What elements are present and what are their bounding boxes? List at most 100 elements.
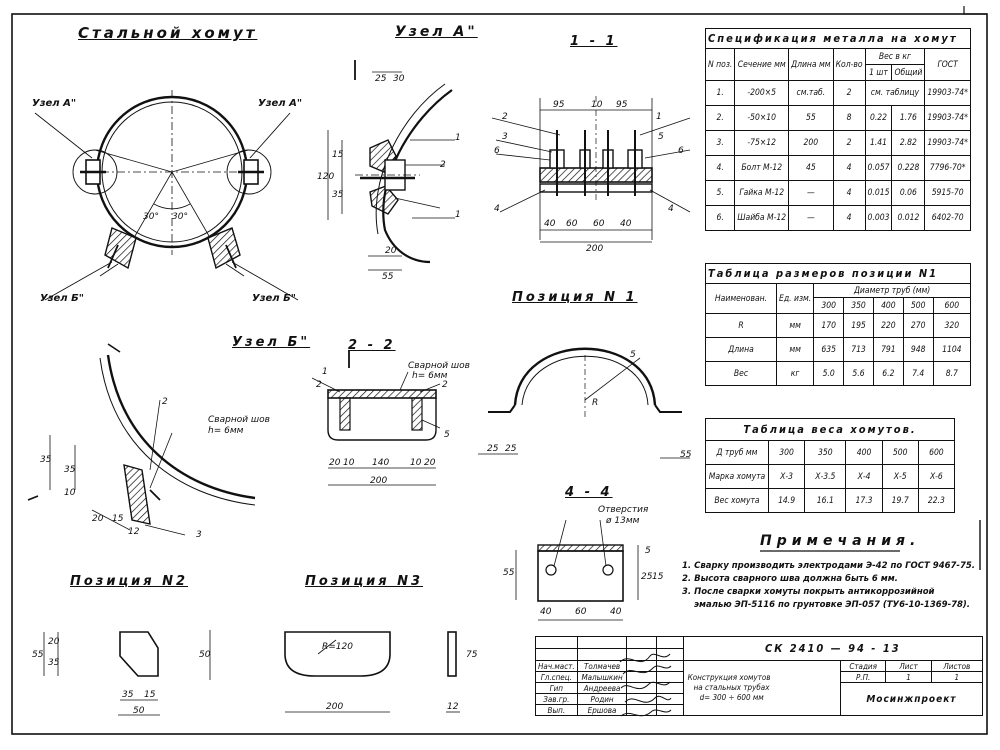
weight-cell: 500	[881, 440, 919, 465]
spec-cell: 2	[832, 80, 866, 106]
title-node-b: Узел Б"	[232, 335, 311, 350]
size-cell: 1104	[932, 337, 972, 362]
weight-cell: Х-5	[881, 464, 919, 489]
title-node-a: Узел А"	[395, 24, 478, 40]
weight-cell: 16.1	[804, 488, 847, 513]
spec-header-weight-total: Общий	[891, 64, 926, 81]
clamp-main-view	[34, 90, 299, 301]
size-cell: мм	[775, 313, 815, 338]
dim-node-a-15: 15	[332, 150, 344, 160]
spec-cell: 0.003	[864, 205, 893, 231]
leader-1b-node-a: 1	[455, 210, 461, 220]
dim-sec2-20b: 20	[424, 458, 436, 468]
leader-2b-sec2: 2	[442, 380, 448, 390]
size-cell: 948	[902, 337, 934, 362]
size-header-diameter: Диаметр труб (мм)	[813, 283, 971, 298]
dim-node-b-10: 10	[64, 488, 76, 498]
spec-cell: 8	[832, 105, 866, 131]
leader-2-sec2: 2	[316, 380, 322, 390]
notes-list: 1. Сварку производить электродами Э-42 п…	[682, 560, 975, 612]
tb-role: Гип	[535, 682, 578, 694]
spec-cell: см. таблицу	[864, 80, 926, 106]
size-cell: 5.0	[813, 361, 845, 386]
spec-cell: 0.228	[891, 155, 926, 181]
callout-node-a-left: Узел А"	[32, 98, 77, 109]
leader-2-node-b: 2	[162, 397, 168, 407]
dim-node-b-35b: 35	[64, 465, 76, 475]
spec-cell: 6402-70	[924, 205, 971, 231]
spec-header-weight: Вес в кг	[864, 48, 926, 65]
dim-pos2-50: 50	[133, 706, 145, 716]
size-header-name: Наименован.	[705, 283, 777, 314]
weight-cell: 600	[917, 440, 956, 465]
leader-4b-sec1: 4	[668, 204, 674, 214]
tb-sheets: 1	[930, 671, 984, 683]
title-section-4-4: 4 - 4	[565, 485, 613, 500]
note-line: 3. После сварки хомуты покрыть антикорро…	[682, 587, 935, 597]
title-block: СК 2410 — 94 - 13 Нач.маст. Толмачев Кон…	[535, 636, 984, 716]
weld-label-node-b: Сварной шов	[208, 415, 270, 425]
spec-cell: 2.82	[891, 130, 926, 156]
dim-node-a-35: 35	[332, 190, 344, 200]
spec-header-pos: N поз.	[704, 48, 736, 81]
spec-header-qty: Кол-во	[832, 48, 866, 81]
weight-cell: Х-3	[767, 464, 806, 489]
spec-cell: 4	[832, 205, 866, 231]
spec-cell: 4	[832, 180, 866, 206]
dim-pos3-200: 200	[326, 702, 344, 712]
spec-cell: 200	[788, 130, 834, 156]
spec-cell: 2	[832, 130, 866, 156]
tb-organization: Мосинжпроект	[839, 682, 984, 716]
spec-table-title: Спецификация металла на хомут	[705, 28, 971, 49]
tb-desc-line: на стальных трубах	[693, 683, 770, 692]
dim-sec4-15: 15	[652, 572, 664, 582]
size-cell: Длина	[705, 337, 777, 362]
dim-sec1-40a: 40	[544, 219, 556, 229]
tb-sheet: 1	[885, 671, 932, 683]
weight-cell: 19.7	[881, 488, 919, 513]
leader-3-node-b: 3	[196, 530, 202, 540]
note-line: 2. Высота сварного шва должна быть 6 мм.	[682, 574, 898, 584]
weight-cell: 400	[845, 440, 883, 465]
dim-pos1-25b: 25	[505, 444, 517, 454]
weld-size-section-2: h= 6мм	[412, 371, 448, 381]
dim-sec4-60: 60	[575, 607, 587, 617]
weight-cell: Марка хомута	[705, 464, 769, 489]
dim-pos2-35: 35	[48, 658, 60, 668]
spec-cell: 19903-74*	[924, 130, 971, 156]
dim-pos3-75: 75	[466, 650, 478, 660]
weight-cell: 350	[804, 440, 847, 465]
spec-cell: 1.76	[891, 105, 926, 131]
title-steel-clamp: Стальной хомут	[78, 24, 258, 42]
size-cell: 270	[902, 313, 934, 338]
dim-pos2-20: 20	[48, 637, 60, 647]
angle-left-label: 30°	[143, 212, 159, 222]
signatures-scribble	[619, 653, 672, 717]
size-diam: 300	[813, 297, 845, 314]
spec-cell: 45	[788, 155, 834, 181]
weight-cell: 300	[767, 440, 806, 465]
size-table: Таблица размеров позиции N1 Наименован. …	[705, 263, 972, 386]
dim-sec2-200: 200	[370, 476, 388, 486]
dim-node-b-15: 15	[112, 514, 124, 524]
spec-header-gost: ГОСТ	[924, 48, 971, 81]
leader-4-sec1: 4	[494, 204, 500, 214]
dim-sec1-60b: 60	[593, 219, 605, 229]
note-line: эмалью ЭП-5116 по грунтовке ЭП-057 (ТУ6-…	[694, 600, 971, 610]
size-cell: 6.2	[872, 361, 904, 386]
size-cell: 8.7	[932, 361, 972, 386]
leader-5-sec1: 5	[658, 132, 664, 142]
dim-node-a-55: 55	[382, 272, 394, 282]
leader-6-sec1: 6	[494, 146, 500, 156]
dim-sec1-60a: 60	[566, 219, 578, 229]
spec-cell: см.таб.	[788, 80, 834, 106]
size-cell: 220	[872, 313, 904, 338]
tb-role: Нач.маст.	[535, 660, 578, 672]
spec-cell: 7796-70*	[924, 155, 971, 181]
weight-cell: Х-4	[845, 464, 883, 489]
dim-pos1-55: 55	[680, 450, 692, 460]
drawing-code: СК 2410 — 94 - 13	[682, 636, 984, 661]
dim-sec2-20: 20	[329, 458, 341, 468]
